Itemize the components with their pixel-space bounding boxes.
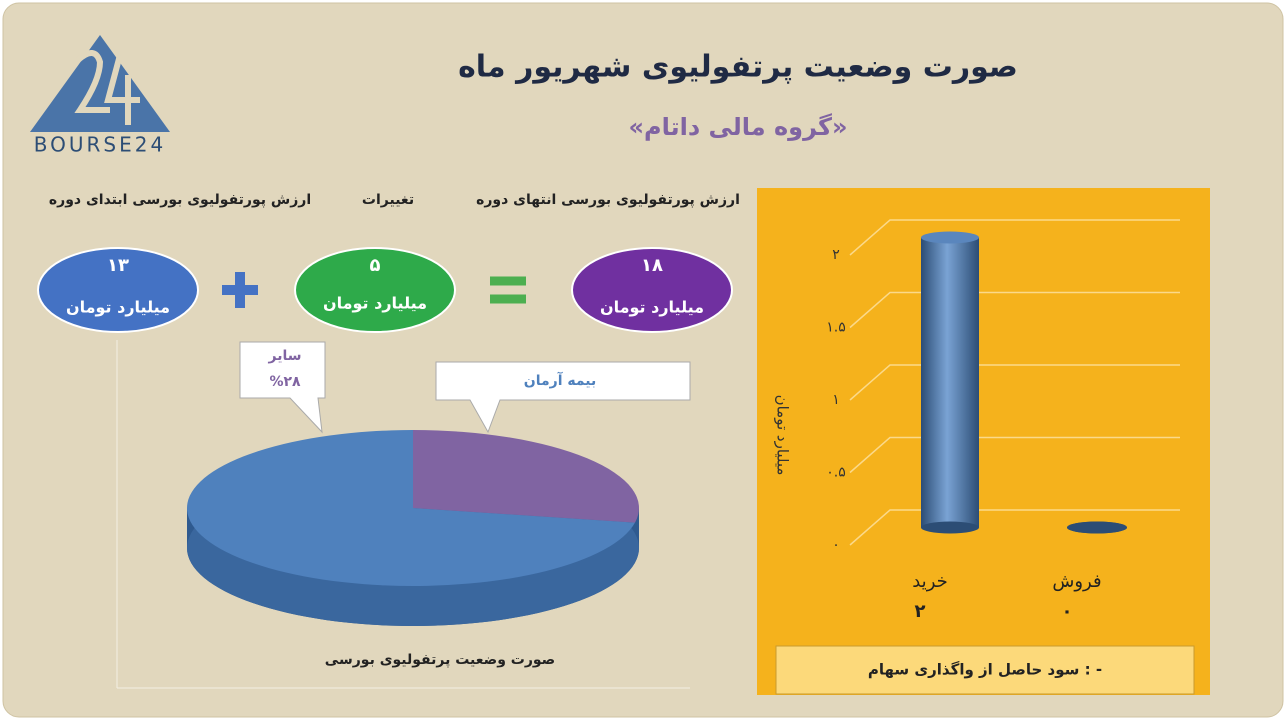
summary-value: ۵ — [370, 255, 381, 276]
summary-oval — [571, 247, 733, 333]
y-tick-label: ۱.۵ — [826, 320, 846, 336]
y-tick-label: ۰ — [832, 537, 840, 553]
pie-label: بیمه آرمان — [524, 371, 596, 389]
subtitle: «گروه مالی داتام» — [628, 113, 847, 141]
callout — [435, 361, 691, 434]
callout — [239, 341, 326, 434]
summary-value: ۱۸ — [641, 255, 663, 276]
note: سود حاصل از واگذاری سهام : - — [868, 661, 1102, 679]
pie-value-label: %۲۸ — [269, 374, 301, 390]
grid-line — [849, 509, 1180, 546]
y-tick-label: ۲ — [832, 247, 840, 263]
bar — [921, 237, 979, 528]
bar-panel — [757, 188, 1210, 695]
logo — [30, 35, 170, 132]
summary-label: ارزش پورتفولیوی بورسی ابتدای دوره — [49, 192, 311, 208]
summary-label: ارزش پورتفولیوی بورسی انتهای دوره — [476, 192, 740, 208]
y-tick-label: ۱ — [832, 392, 840, 408]
title: صورت وضعیت پرتفولیوی شهریور ماه — [458, 50, 1018, 85]
pie-title: صورت وضعیت پرتفولیوی بورسی — [325, 652, 555, 668]
bar-top — [1067, 521, 1127, 534]
grid-line — [849, 364, 1180, 401]
x-tick-label: خرید — [912, 571, 948, 592]
pie-slice — [187, 430, 635, 586]
grid-line — [849, 219, 1180, 256]
bar-value-label: ۲ — [915, 601, 926, 622]
summary-label: تغییرات — [362, 192, 414, 208]
summary-value: ۱۳ — [107, 255, 129, 276]
note-box — [775, 645, 1195, 695]
summary-oval — [37, 247, 199, 333]
pie-label: سایر — [268, 348, 302, 364]
logo-text: BOURSE24 — [34, 133, 166, 157]
y-axis-label: میلیارد تومان — [774, 395, 792, 476]
summary-unit: میلیارد تومان — [600, 298, 704, 317]
grid-line — [849, 436, 1180, 474]
equals-sign — [490, 276, 526, 304]
bar-base — [921, 521, 979, 534]
x-tick-label: فروش — [1052, 571, 1101, 592]
plus-sign — [222, 272, 258, 308]
pie-slice — [413, 430, 639, 523]
summary-unit: میلیارد تومان — [66, 298, 170, 317]
summary-oval — [294, 247, 456, 333]
bar-top — [921, 231, 979, 244]
y-tick-label: ۰.۵ — [826, 465, 846, 481]
summary-unit: میلیارد تومان — [323, 294, 427, 313]
bar-value-label: ۰ — [1062, 601, 1073, 622]
grid-line — [849, 291, 1180, 329]
